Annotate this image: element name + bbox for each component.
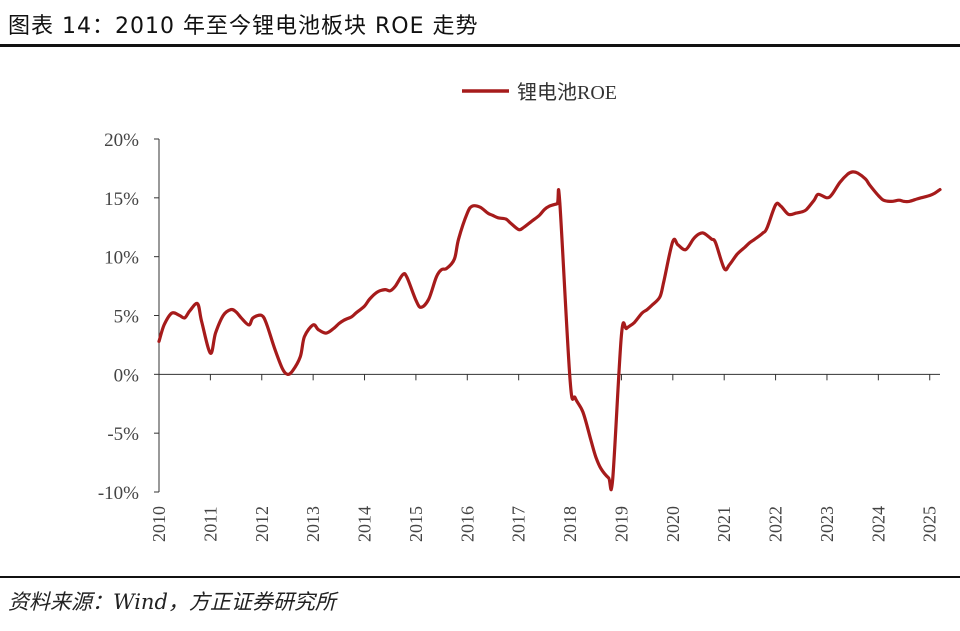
legend-label: 锂电池ROE (517, 81, 617, 104)
y-tick-label: 0% (114, 365, 140, 386)
x-tick-label: 2019 (611, 506, 631, 542)
x-tick-label: 2010 (149, 506, 169, 542)
x-tick-label: 2017 (509, 506, 529, 542)
y-tick-label: 5% (114, 307, 140, 328)
x-tick-label: 2022 (766, 506, 786, 542)
figure-title: 图表 14：2010 年至今锂电池板块 ROE 走势 (8, 14, 479, 39)
x-tick-label: 2014 (355, 506, 375, 542)
x-tick-label: 2013 (303, 506, 323, 542)
x-tick-label: 2018 (560, 506, 580, 542)
y-tick-label: 10% (104, 248, 139, 269)
x-tick-label: 2025 (920, 506, 940, 542)
y-tick-label: -5% (107, 424, 139, 445)
x-tick-label: 2024 (868, 506, 888, 542)
axes (158, 139, 940, 492)
y-tick-label: -10% (98, 483, 139, 504)
footer-rule (0, 576, 960, 578)
y-tick-label: 15% (104, 189, 139, 210)
x-axis-ticks: 2010 2011 2012 2013 2014 2015 2016 2017 2018 2019… (149, 374, 940, 542)
legend: 锂电池ROE (462, 81, 617, 104)
series-line-roe (157, 170, 942, 492)
roe-line-chart: 锂电池ROE -10% -5% 0% 5% 10% 15% 20% 2010 2011 2012… (98, 81, 942, 542)
x-tick-label: 2011 (200, 506, 220, 541)
y-tick-label: 20% (104, 130, 139, 151)
x-tick-label: 2021 (714, 506, 734, 542)
x-tick-label: 2016 (457, 506, 477, 542)
title-rule (0, 44, 960, 47)
x-tick-label: 2023 (817, 506, 837, 542)
x-tick-label: 2012 (252, 506, 272, 542)
x-tick-label: 2020 (663, 506, 683, 542)
x-tick-label: 2015 (406, 506, 426, 542)
y-axis-ticks: -10% -5% 0% 5% 10% 15% 20% (98, 130, 159, 504)
source-note: 资料来源：Wind，方正证券研究所 (8, 590, 336, 614)
